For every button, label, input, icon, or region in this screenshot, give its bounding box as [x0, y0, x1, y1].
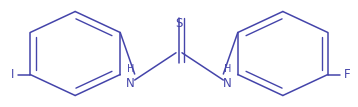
Text: H: H	[224, 64, 231, 74]
Text: N: N	[126, 77, 135, 90]
Text: H: H	[127, 64, 134, 74]
Text: S: S	[175, 17, 183, 30]
Text: N: N	[223, 77, 232, 90]
Text: I: I	[11, 68, 14, 81]
Text: F: F	[344, 68, 350, 81]
